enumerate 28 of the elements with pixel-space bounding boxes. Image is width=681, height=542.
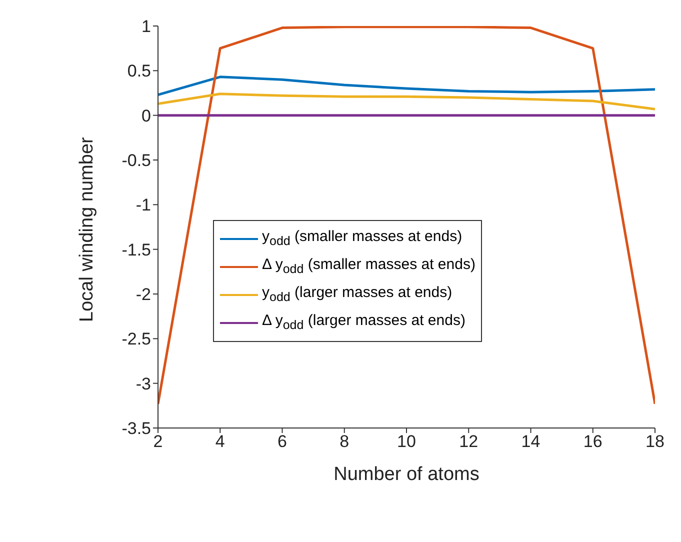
legend-label: Δ y$_{odd}$ (larger masses at ends) [262,311,466,334]
legend-label: y$_{odd}$ (smaller masses at ends) [262,227,462,250]
x-tick-label: 16 [583,432,602,452]
line-series [158,92,655,110]
y-tick-label: 0 [142,106,151,126]
x-axis-title: Number of atoms [334,464,480,485]
x-tick-label: 10 [397,432,416,452]
legend-label: Δ y$_{odd}$ (smaller masses at ends) [262,255,476,278]
y-tick-label: 0.5 [127,62,151,81]
x-tick-label: 6 [278,432,287,452]
x-tick-label: 12 [459,432,478,452]
line-series [158,26,655,406]
legend-label: y$_{odd}$ (larger masses at ends) [262,283,452,306]
x-tick-label: 4 [215,432,225,452]
y-tick-label: -2.5 [122,330,151,349]
y-tick-label: -0.5 [122,151,151,170]
line-series [158,76,655,96]
y-tick-label: -3 [136,374,151,394]
y-tick-label: -1 [136,196,151,215]
y-tick-label: 1 [142,17,151,36]
y-axis-title: Local winding number [76,136,98,322]
y-tick-label: -2 [136,285,151,304]
x-tick-label: 2 [153,432,163,452]
x-tick-label: 8 [340,432,350,452]
y-tick-label: -1.5 [122,240,151,260]
y-tick-label: -3.5 [122,419,151,438]
x-tick-label: 14 [521,432,540,452]
x-tick-label: 18 [646,432,664,452]
